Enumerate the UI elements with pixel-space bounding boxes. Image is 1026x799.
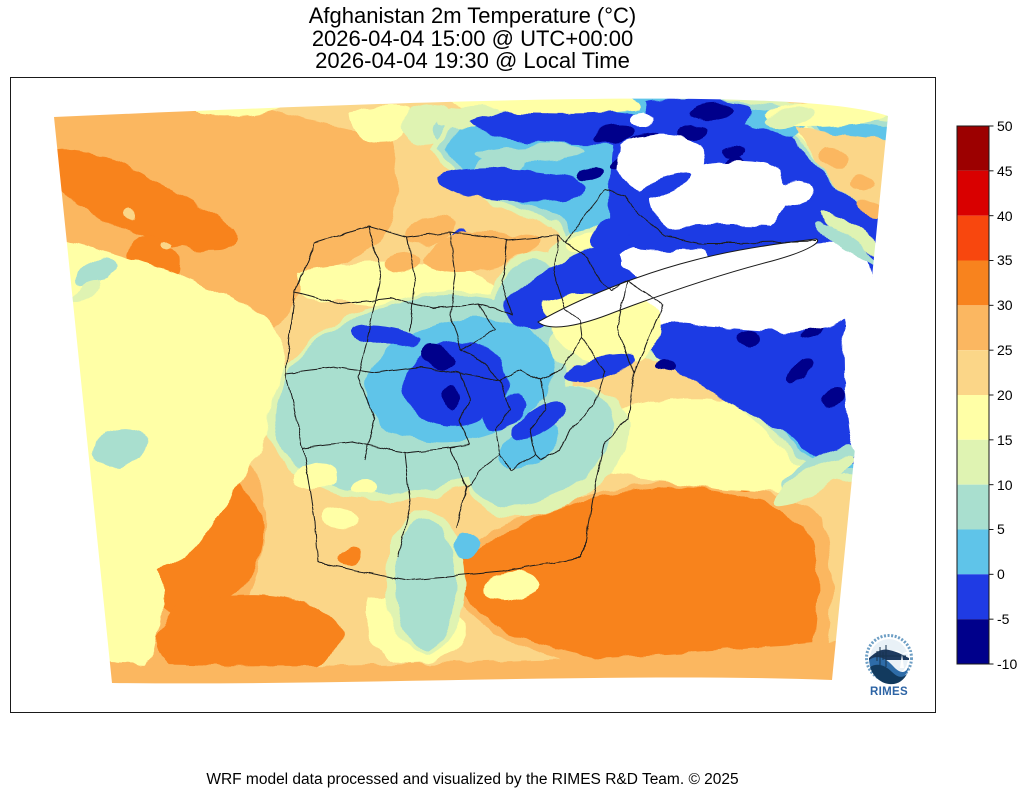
svg-text:RIMES: RIMES (870, 686, 908, 698)
